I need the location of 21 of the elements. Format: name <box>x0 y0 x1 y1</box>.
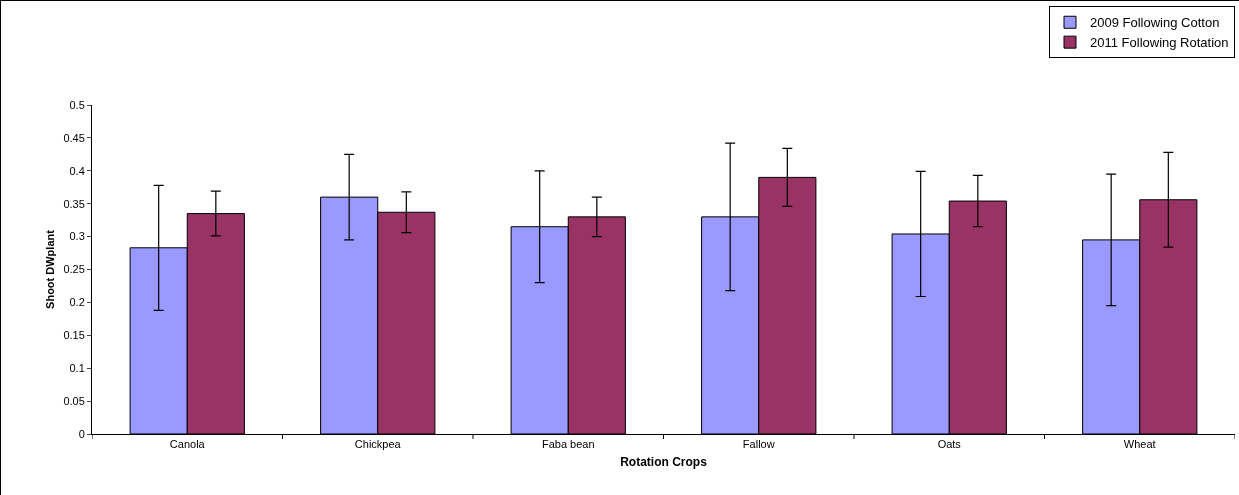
y-tick-label: 0.45 <box>63 131 85 144</box>
y-tick-label: 0.1 <box>69 362 85 375</box>
x-tick-label: Faba bean <box>541 438 595 451</box>
x-tick-label: Fallow <box>742 438 775 451</box>
legend-label: 2009 Following Cotton <box>1090 15 1220 31</box>
legend-label: 2011 Following Rotation <box>1090 35 1229 51</box>
y-tick-label: 0.25 <box>63 263 85 276</box>
y-tick-label: 0.05 <box>63 394 85 407</box>
y-tick-label: 0 <box>78 427 85 440</box>
x-tick-label: Oats <box>937 438 962 451</box>
y-axis-title: Shoot DWplant <box>44 229 57 309</box>
x-tick-label: Canola <box>169 438 206 451</box>
x-axis-title: Rotation Crops <box>620 455 708 470</box>
y-tick-label: 0.5 <box>69 98 85 111</box>
x-tick-label: Wheat <box>1123 438 1156 451</box>
y-tick-label: 0.2 <box>69 296 85 309</box>
y-tick-label: 0.15 <box>63 329 85 342</box>
y-tick-label: 0.35 <box>63 197 85 210</box>
y-tick-label: 0.4 <box>69 164 85 177</box>
y-tick-label: 0.3 <box>69 230 85 243</box>
x-tick-label: Chickpea <box>354 438 402 451</box>
